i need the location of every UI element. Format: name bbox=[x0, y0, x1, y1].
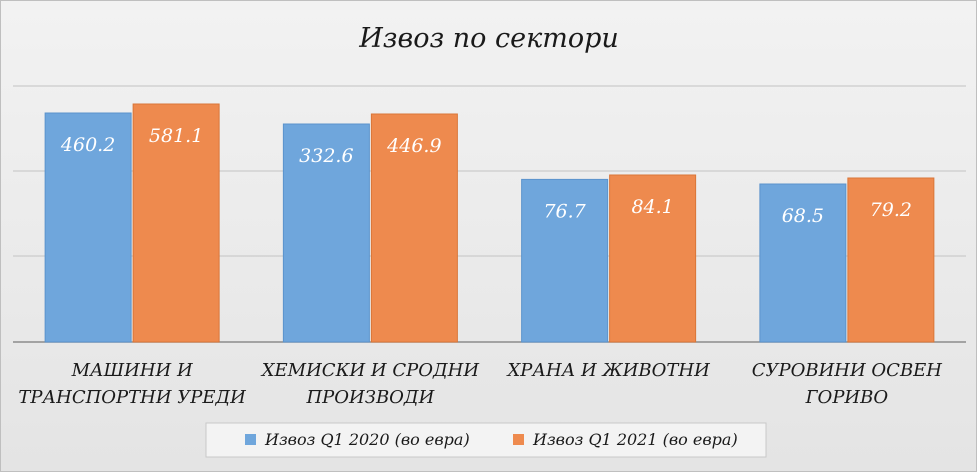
legend-swatch-2021 bbox=[513, 434, 524, 445]
category-labels-layer: МАШИНИ И ТРАНСПОРТНИ УРЕДИ ХЕМИСКИ И СРОДН… bbox=[18, 360, 942, 408]
bar-food-2020 bbox=[521, 178, 609, 343]
chart-title: Извоз по сектори bbox=[358, 23, 619, 54]
bar-machinery-2020 bbox=[44, 112, 132, 343]
data-label-machinery-2020: 460.2 bbox=[60, 134, 115, 156]
category-label-chemicals: ПРОИЗВОДИ bbox=[305, 387, 434, 408]
legend-swatch-2020 bbox=[245, 434, 256, 445]
category-label-raw-materials: СУРОВИНИ ОСВЕН bbox=[752, 360, 943, 381]
data-label-food-2021: 84.1 bbox=[631, 196, 673, 218]
bar-chemicals-2020 bbox=[282, 123, 370, 343]
legend: Извоз Q1 2020 (во евра) Извоз Q1 2021 (в… bbox=[205, 422, 767, 458]
category-label-raw-materials: ГОРИВО bbox=[805, 387, 889, 408]
data-label-food-2020: 76.7 bbox=[543, 200, 586, 222]
legend-label-2021: Извоз Q1 2021 (во евра) bbox=[532, 430, 738, 449]
data-label-chemicals-2020: 332.6 bbox=[299, 145, 353, 167]
category-label-food: ХРАНА И ЖИВОТНИ bbox=[505, 360, 710, 381]
category-label-machinery: ТРАНСПОРТНИ УРЕДИ bbox=[18, 387, 246, 408]
data-label-raw-materials-2020: 68.5 bbox=[782, 205, 824, 227]
data-label-machinery-2021: 581.1 bbox=[149, 125, 203, 147]
legend-frame bbox=[205, 422, 767, 458]
data-labels-layer: 460.2 581.1 332.6 446.9 76.7 84.1 68.5 79.2 bbox=[60, 125, 912, 227]
category-label-machinery: МАШИНИ И bbox=[71, 360, 193, 381]
data-label-chemicals-2021: 446.9 bbox=[386, 135, 441, 157]
category-label-chemicals: ХЕМИСКИ И СРОДНИ bbox=[260, 360, 480, 381]
bar-food-2021 bbox=[609, 174, 697, 343]
legend-label-2020: Извоз Q1 2020 (во евра) bbox=[264, 430, 470, 449]
bar-chemicals-2021 bbox=[370, 113, 458, 343]
data-label-raw-materials-2021: 79.2 bbox=[870, 199, 912, 221]
bar-machinery-2021 bbox=[132, 103, 220, 343]
bar-raw-materials-2020 bbox=[759, 183, 847, 343]
bars-layer bbox=[44, 103, 935, 343]
bar-raw-materials-2021 bbox=[847, 177, 935, 343]
